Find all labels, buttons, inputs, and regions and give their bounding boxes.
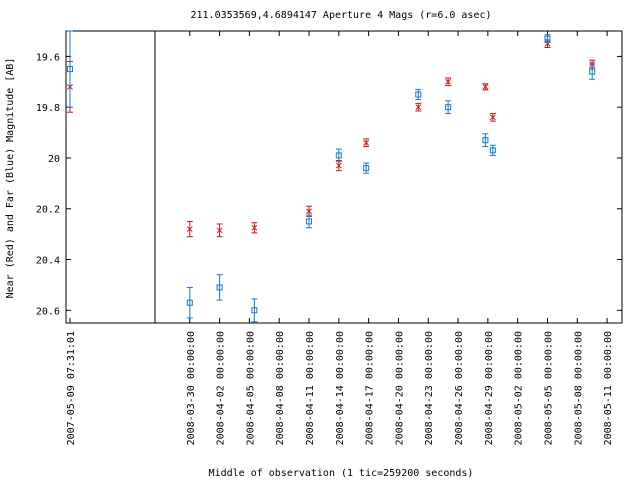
x-tick-label: 2008-04-02 00:00:00 (216, 331, 227, 445)
x-tick-label: 2008-03-30 00:00:00 (186, 331, 197, 445)
x-tick-label: 2008-04-20 00:00:00 (394, 331, 405, 445)
x-tick-label: 2008-04-26 00:00:00 (454, 331, 465, 445)
x-tick-label: 2008-05-02 00:00:00 (514, 331, 525, 445)
x-tick-label: 2008-04-14 00:00:00 (335, 331, 346, 445)
y-tick-label: 19.6 (36, 52, 60, 63)
x-tick-label: 2008-04-23 00:00:00 (424, 331, 435, 445)
y-tick-label: 20.6 (36, 306, 60, 317)
data-point (482, 84, 489, 90)
y-tick-label: 20.4 (36, 256, 60, 267)
y-axis-label: Near (Red) and Far (Blue) Magnitude [AB] (5, 58, 16, 299)
series-2 (67, 30, 596, 323)
data-point (489, 114, 496, 121)
x-tick-label: 2008-05-11 00:00:00 (603, 331, 614, 445)
data-point (363, 139, 369, 146)
x-tick-label: 2008-04-17 00:00:00 (365, 331, 376, 445)
plot-frame (65, 30, 623, 324)
data-point (67, 66, 73, 73)
data-point (186, 226, 193, 232)
x-tick-label: 2008-05-05 00:00:00 (543, 331, 554, 445)
data-point (306, 208, 312, 215)
x-tick-label: 2008-04-05 00:00:00 (245, 331, 256, 445)
data-point (251, 307, 258, 314)
data-point (445, 78, 451, 85)
y-axis-ticks: 19.6 19.8 20 20.2 20.4 20.6 (36, 52, 622, 317)
data-point (251, 224, 258, 231)
data-point (589, 68, 596, 75)
x-tick-label: 2008-04-08 00:00:00 (275, 331, 286, 445)
data-point (363, 165, 370, 172)
data-point (544, 35, 551, 42)
x-tick-label: 2008-04-29 00:00:00 (484, 331, 495, 445)
y-tick-label: 20 (48, 154, 60, 165)
series-1 (67, 39, 596, 238)
x-axis-label: Middle of observation (1 tic=259200 seco… (209, 468, 474, 479)
data-point (445, 104, 452, 111)
x-tick-label: 2007-05-09 07:31:01 (66, 331, 77, 445)
data-point (335, 152, 342, 159)
data-point (482, 137, 489, 144)
data-point (216, 227, 223, 234)
data-point (415, 104, 422, 111)
x-tick-label: 2008-05-08 00:00:00 (573, 331, 584, 445)
data-point (335, 162, 342, 169)
y-tick-label: 19.8 (36, 103, 60, 114)
chart-title: 211.0353569,4.6894147 Aperture 4 Mags (r… (190, 10, 491, 21)
y-tick-label: 20.2 (36, 205, 60, 216)
data-point (186, 299, 193, 306)
data-point (216, 284, 223, 291)
data-point (415, 91, 422, 98)
data-series (67, 30, 596, 323)
data-point (489, 147, 496, 154)
data-point (306, 218, 313, 225)
x-axis-ticks: 2007-05-09 07:31:01 2008-03-30 00:00:00 20… (66, 31, 614, 445)
x-tick-label: 2008-04-11 00:00:00 (305, 331, 316, 445)
